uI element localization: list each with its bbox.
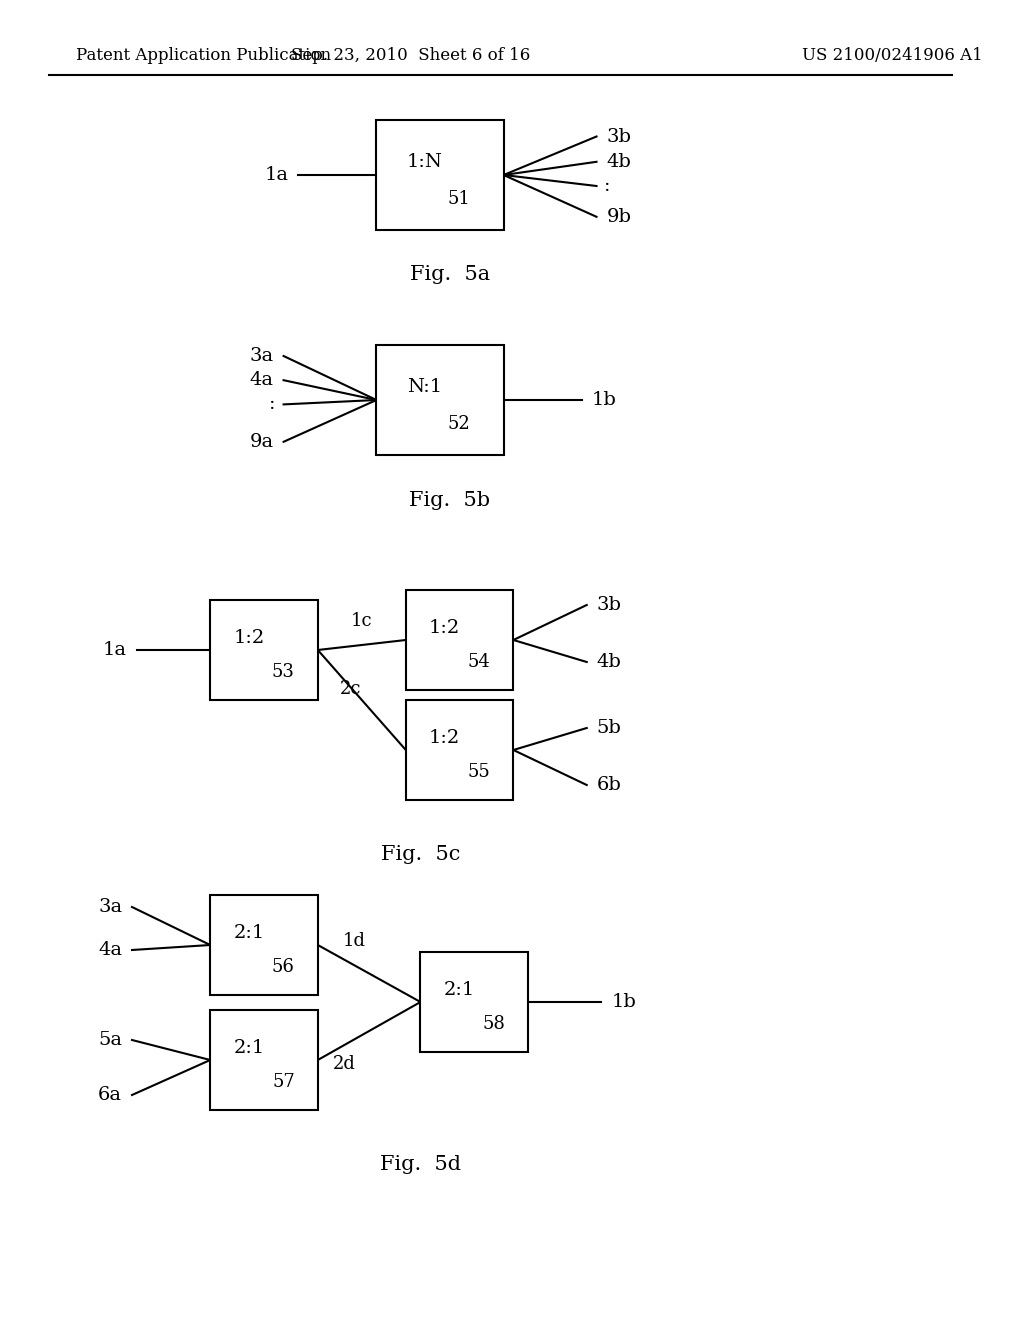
Text: 3a: 3a <box>250 347 273 366</box>
Text: 1b: 1b <box>611 993 636 1011</box>
Text: N:1: N:1 <box>408 378 442 396</box>
Text: 5a: 5a <box>98 1031 122 1049</box>
Text: 1c: 1c <box>351 612 373 630</box>
Text: :: : <box>269 396 275 413</box>
Text: US 2100/0241906 A1: US 2100/0241906 A1 <box>802 46 983 63</box>
Text: 1:2: 1:2 <box>429 729 460 747</box>
Text: 9b: 9b <box>606 207 631 226</box>
Text: 1a: 1a <box>264 166 289 183</box>
Text: 58: 58 <box>482 1015 505 1034</box>
Bar <box>421 952 528 1052</box>
Text: Fig.  5a: Fig. 5a <box>410 265 489 285</box>
Text: 1a: 1a <box>103 642 127 659</box>
Text: 9a: 9a <box>250 433 273 451</box>
Bar <box>377 120 504 230</box>
Text: 2:1: 2:1 <box>443 981 475 999</box>
Text: Patent Application Publication: Patent Application Publication <box>76 46 332 63</box>
Bar <box>406 590 513 690</box>
Text: 5b: 5b <box>597 719 622 737</box>
Text: 53: 53 <box>272 663 295 681</box>
Text: 6a: 6a <box>98 1086 122 1104</box>
Text: 51: 51 <box>447 190 471 209</box>
Text: 57: 57 <box>272 1073 295 1092</box>
Text: Fig.  5b: Fig. 5b <box>410 491 490 510</box>
Text: 1d: 1d <box>342 932 366 950</box>
Text: 6b: 6b <box>597 776 622 795</box>
Text: 2d: 2d <box>333 1055 355 1073</box>
Text: 3b: 3b <box>606 128 631 145</box>
Text: Sep. 23, 2010  Sheet 6 of 16: Sep. 23, 2010 Sheet 6 of 16 <box>291 46 530 63</box>
Text: 4a: 4a <box>98 941 122 960</box>
Text: :: : <box>604 177 611 195</box>
Text: 2c: 2c <box>339 680 360 698</box>
Text: 54: 54 <box>468 653 490 671</box>
Text: 4b: 4b <box>597 653 622 671</box>
Text: 3b: 3b <box>597 597 622 614</box>
Text: 3a: 3a <box>98 898 122 916</box>
Text: 2:1: 2:1 <box>233 1039 264 1057</box>
Bar <box>210 1010 317 1110</box>
Bar <box>377 345 504 455</box>
Bar <box>406 700 513 800</box>
Text: 1b: 1b <box>592 391 616 409</box>
Text: Fig.  5c: Fig. 5c <box>381 846 460 865</box>
Text: 4b: 4b <box>606 153 631 170</box>
Text: Fig.  5d: Fig. 5d <box>380 1155 461 1175</box>
Text: 56: 56 <box>272 958 295 975</box>
Text: 4a: 4a <box>250 371 273 389</box>
Bar <box>210 895 317 995</box>
Text: 1:N: 1:N <box>407 153 442 170</box>
Text: 52: 52 <box>447 416 470 433</box>
Text: 55: 55 <box>468 763 490 781</box>
Text: 1:2: 1:2 <box>429 619 460 638</box>
Bar <box>210 601 317 700</box>
Text: 1:2: 1:2 <box>233 630 264 647</box>
Text: 2:1: 2:1 <box>233 924 264 942</box>
